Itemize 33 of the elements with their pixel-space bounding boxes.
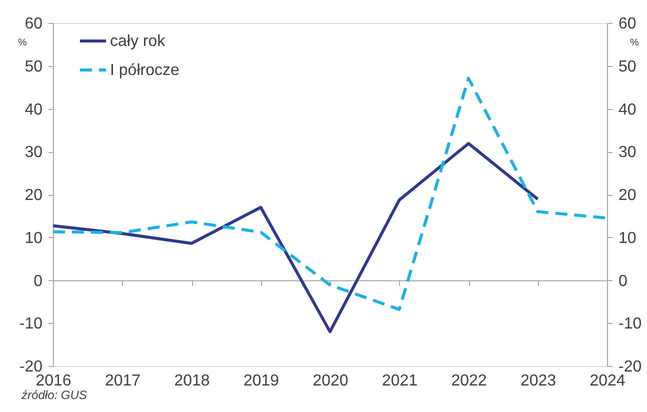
y2-tick-label: 60 [618, 16, 636, 32]
y-tick-label: -10 [19, 316, 43, 333]
y-tick-label: 40 [24, 101, 43, 118]
y-tick-label: 60 [24, 16, 43, 32]
y-tick-label: 20 [24, 187, 43, 204]
text: źródło: GUS [20, 388, 87, 402]
x-tick-label: 2018 [174, 372, 210, 390]
x-tick-label: 2022 [451, 372, 487, 390]
x-tick-label: 2020 [312, 372, 348, 390]
y2-tick-label: 40 [618, 101, 636, 118]
y-axis-title: % [18, 38, 28, 48]
legend-label: cały rok [110, 33, 166, 50]
y-tick-label: 30 [24, 144, 43, 162]
x-tick-label: 2024 [590, 372, 626, 390]
y2-tick-label: 0 [618, 272, 628, 290]
y-tick-label: 10 [24, 230, 43, 247]
x-tick-label: 2016 [36, 372, 72, 390]
y2-axis-title: % [630, 38, 640, 48]
y2-tick-label: 20 [618, 187, 636, 204]
y2-tick-label: -20 [618, 358, 642, 376]
x-tick-label: 2017 [104, 372, 141, 390]
x-tick-label: 2019 [243, 372, 280, 390]
y-tick-label: 0 [34, 272, 43, 290]
line-series [52, 142, 540, 334]
y2-tick-label: 30 [618, 144, 636, 162]
legend-label: I półrocze [110, 62, 180, 79]
x-tick-label: 2023 [520, 372, 556, 390]
y2-tick-label: 50 [618, 58, 636, 76]
y-tick-label: -20 [19, 358, 43, 376]
x-tick-label: 2021 [382, 372, 418, 390]
y2-tick-label: 10 [618, 230, 636, 247]
y-tick-label: 50 [24, 58, 43, 76]
y2-tick-label: -10 [618, 316, 642, 333]
